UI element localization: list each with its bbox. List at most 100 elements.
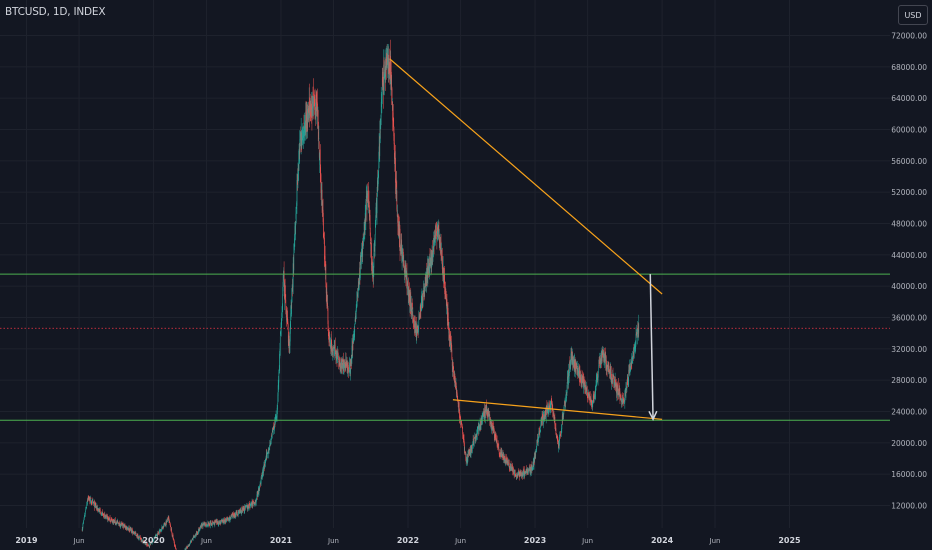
candle-body xyxy=(221,519,222,521)
candle-body xyxy=(570,360,571,370)
candle-body xyxy=(575,364,577,374)
candle-body xyxy=(324,258,326,260)
candle-body xyxy=(384,72,385,79)
candle-body xyxy=(618,388,620,395)
candle-body xyxy=(264,461,265,467)
price-tick-label: 64000.00 xyxy=(891,94,927,103)
candle-body xyxy=(133,532,135,533)
candle-body xyxy=(276,407,278,418)
candle-body xyxy=(529,467,530,470)
candle-body xyxy=(585,391,587,394)
candle-body xyxy=(129,527,131,531)
candle-body xyxy=(394,156,396,168)
candle-body xyxy=(573,359,574,368)
candle-body xyxy=(336,350,338,361)
candle-body xyxy=(523,468,525,476)
candle-body xyxy=(192,536,194,539)
candle-body xyxy=(308,101,310,113)
arrow-head xyxy=(648,410,658,422)
candle-body xyxy=(194,536,196,537)
candle-body xyxy=(259,485,261,490)
candle-body xyxy=(574,359,576,370)
candle-body xyxy=(266,453,267,460)
candle-body xyxy=(269,448,270,449)
candle-body xyxy=(521,474,523,477)
candle-body xyxy=(174,545,176,547)
candle-body xyxy=(238,510,240,512)
candle-body xyxy=(449,338,451,346)
candle-body xyxy=(142,540,143,542)
candle-body xyxy=(136,534,138,538)
candle-body xyxy=(541,416,543,421)
candle-body xyxy=(160,529,161,531)
candle-body xyxy=(376,197,378,214)
candle-body xyxy=(495,435,497,438)
candle-body xyxy=(567,376,569,384)
candle-body xyxy=(422,291,424,307)
candle-body xyxy=(484,409,486,418)
candle-body xyxy=(87,500,88,504)
candle-body xyxy=(128,528,129,530)
candle-body xyxy=(86,504,88,507)
candle-body xyxy=(484,406,486,417)
candle-body xyxy=(223,519,225,523)
candle-body xyxy=(250,503,251,508)
candle-body xyxy=(112,519,114,521)
candle-body xyxy=(213,522,215,524)
candle-body xyxy=(166,520,168,523)
candle-body xyxy=(403,263,405,266)
candle-body xyxy=(371,265,373,268)
candle-body xyxy=(493,426,494,429)
candle-body xyxy=(257,491,258,497)
candle-body xyxy=(95,502,96,506)
candle-body xyxy=(582,377,584,384)
candle-body xyxy=(469,448,471,455)
candle-body xyxy=(621,400,623,402)
candle-body xyxy=(476,433,477,438)
candle-body xyxy=(491,423,492,429)
candle-body xyxy=(627,379,628,382)
price-axis[interactable]: 12000.0016000.0020000.0024000.0028000.00… xyxy=(890,0,932,550)
candle-body xyxy=(519,471,521,476)
currency-button[interactable]: USD xyxy=(898,5,928,25)
candle-body xyxy=(526,468,527,473)
candle-body xyxy=(596,377,597,380)
candle-body xyxy=(440,241,442,251)
candle-body xyxy=(466,459,467,463)
candle-body xyxy=(270,442,272,444)
candle-body xyxy=(224,519,226,523)
candle-body xyxy=(464,450,466,453)
candle-body xyxy=(277,394,279,404)
candle-body xyxy=(419,306,421,318)
time-tick-label: 2019 xyxy=(15,536,38,545)
candle-body xyxy=(455,383,456,389)
candle-body xyxy=(414,320,416,327)
candle-body xyxy=(571,354,573,359)
candle-body xyxy=(622,397,624,403)
candle-body xyxy=(315,95,317,112)
candle-body xyxy=(258,486,260,493)
candle-body xyxy=(616,382,618,395)
candle-body xyxy=(161,526,163,530)
candle-body xyxy=(393,134,395,145)
time-axis[interactable]: 2019 Jun 2020 Jun 2021 Jun 2022 Jun 2023 Jun 2024 J… xyxy=(15,536,801,545)
candle-body xyxy=(478,425,479,428)
candle-body xyxy=(555,428,556,430)
candle-body xyxy=(174,545,176,547)
candle-body xyxy=(298,149,300,162)
candle-body xyxy=(171,528,172,531)
candle-body xyxy=(104,514,105,518)
candle-body xyxy=(628,371,630,376)
candle-body xyxy=(539,432,540,435)
candle-body xyxy=(365,195,367,198)
candle-body xyxy=(282,282,284,292)
candle-body xyxy=(577,376,579,378)
candle-body xyxy=(526,471,528,473)
candle-body xyxy=(303,126,304,138)
candle-body xyxy=(441,251,443,262)
candle-body xyxy=(286,309,287,321)
candle-body xyxy=(637,333,638,338)
candle-body xyxy=(626,387,627,388)
candle-body xyxy=(620,395,621,397)
